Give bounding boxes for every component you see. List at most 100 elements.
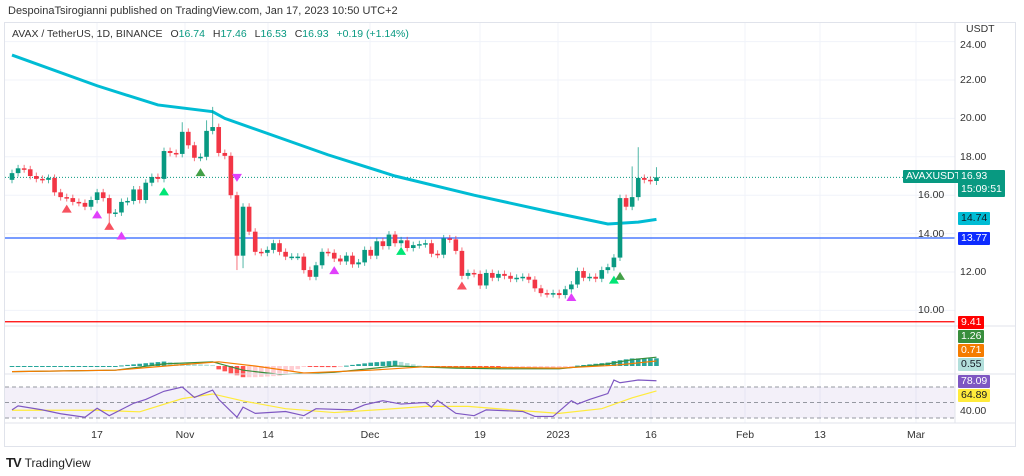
candle-body — [654, 177, 659, 181]
candle — [283, 248, 288, 261]
candle-body — [356, 262, 361, 265]
symbol-legend: AVAX / TetherUS, 1D, BINANCE O16.74 H17.… — [12, 28, 414, 40]
candle-body — [192, 145, 197, 158]
macd-histogram-bar — [113, 366, 118, 367]
candle — [82, 199, 88, 211]
candle — [508, 272, 513, 283]
candle — [94, 188, 100, 204]
candle-body — [161, 151, 167, 179]
candle-body — [544, 293, 550, 295]
candle-body — [313, 265, 319, 277]
candle-body — [277, 243, 282, 252]
candle-body — [556, 293, 562, 296]
macd-histogram-bar — [338, 366, 343, 367]
candle-body — [289, 256, 294, 259]
macd-histogram-bar — [265, 366, 270, 377]
candle-body — [307, 270, 313, 277]
candle-body — [295, 256, 301, 259]
candle-body — [587, 276, 592, 279]
candle — [240, 203, 246, 269]
rsi-tag: 78.09 — [958, 375, 991, 388]
macd-histogram-bar — [198, 364, 203, 366]
candle — [386, 231, 392, 250]
candle-body — [459, 250, 465, 276]
macd-histogram-bar — [532, 366, 538, 368]
candle-body — [629, 197, 635, 207]
last-price-tag: 16.93 15:09:51 — [958, 170, 1005, 197]
macd-histogram-bar — [131, 364, 136, 366]
macd-histogram-bar — [173, 362, 179, 366]
price-tick: 22.00 — [960, 74, 987, 86]
candle — [362, 246, 367, 266]
candle-body — [441, 238, 446, 255]
candle-body — [465, 272, 471, 276]
macd-histogram-bar — [550, 366, 556, 368]
macd-histogram-bar — [313, 366, 319, 368]
macd-histogram-bar — [216, 366, 222, 370]
candle-body — [34, 176, 39, 179]
macd-histogram-bar — [356, 364, 361, 366]
candle-body — [502, 273, 507, 276]
candle-body — [520, 276, 526, 279]
macd-pane — [9, 356, 659, 378]
triangle-up-icon — [195, 168, 206, 177]
symbol-title[interactable]: AVAX / TetherUS, 1D, BINANCE — [12, 28, 163, 40]
ema-tag: 14.74 — [958, 212, 991, 225]
red-line-tag: 9.41 — [958, 316, 985, 329]
candle-body — [575, 271, 580, 285]
macd-histogram-bar — [82, 366, 88, 367]
candle — [350, 252, 355, 268]
candle — [544, 289, 550, 298]
candle-body — [593, 276, 598, 279]
candle-body — [137, 189, 142, 200]
candle-body — [362, 249, 367, 263]
candle-body — [562, 289, 568, 296]
candle — [301, 253, 307, 274]
candle — [490, 269, 495, 282]
footer-brand[interactable]: TV TradingView — [6, 455, 91, 470]
candle-body — [222, 152, 228, 156]
candle — [593, 273, 598, 283]
triangle-up-icon — [608, 275, 619, 284]
candle-body — [386, 234, 392, 247]
macd-histogram-bar — [374, 362, 380, 366]
candle — [629, 166, 635, 211]
candle — [70, 194, 76, 206]
candle-body — [210, 127, 215, 131]
candle-body — [490, 272, 495, 278]
candle — [252, 228, 258, 256]
candle — [635, 147, 641, 201]
macd-histogram-bar — [331, 366, 337, 368]
macd-histogram-bar — [64, 366, 70, 367]
candle — [186, 128, 191, 149]
open-value: 16.74 — [178, 28, 205, 40]
rsi-ma-line — [12, 390, 657, 414]
candle-body — [40, 178, 45, 181]
macd-histogram-bar — [289, 366, 294, 372]
published-note: DespoinaTsirogianni published on Trading… — [8, 5, 398, 17]
candle — [404, 236, 410, 252]
candle — [410, 241, 416, 252]
candle — [520, 273, 526, 282]
signal-markers — [61, 168, 625, 301]
macd-histogram-bar — [143, 363, 149, 366]
candle — [271, 239, 276, 254]
candle-body — [252, 231, 258, 252]
candle-body — [410, 245, 416, 248]
macd-histogram-bar — [94, 366, 100, 367]
candle-body — [538, 288, 544, 294]
candle — [210, 106, 215, 135]
candle — [417, 240, 422, 249]
macd-histogram-bar — [392, 360, 398, 366]
candle — [204, 120, 209, 161]
time-label: 19 — [474, 429, 486, 441]
macd-histogram-bar — [222, 366, 228, 372]
macd-histogram-bar — [404, 363, 410, 366]
candle — [222, 149, 228, 160]
horizontal-lines — [5, 176, 955, 323]
candle-body — [258, 251, 264, 254]
candle-body — [532, 279, 538, 289]
candle — [289, 253, 294, 261]
candle — [429, 239, 434, 258]
